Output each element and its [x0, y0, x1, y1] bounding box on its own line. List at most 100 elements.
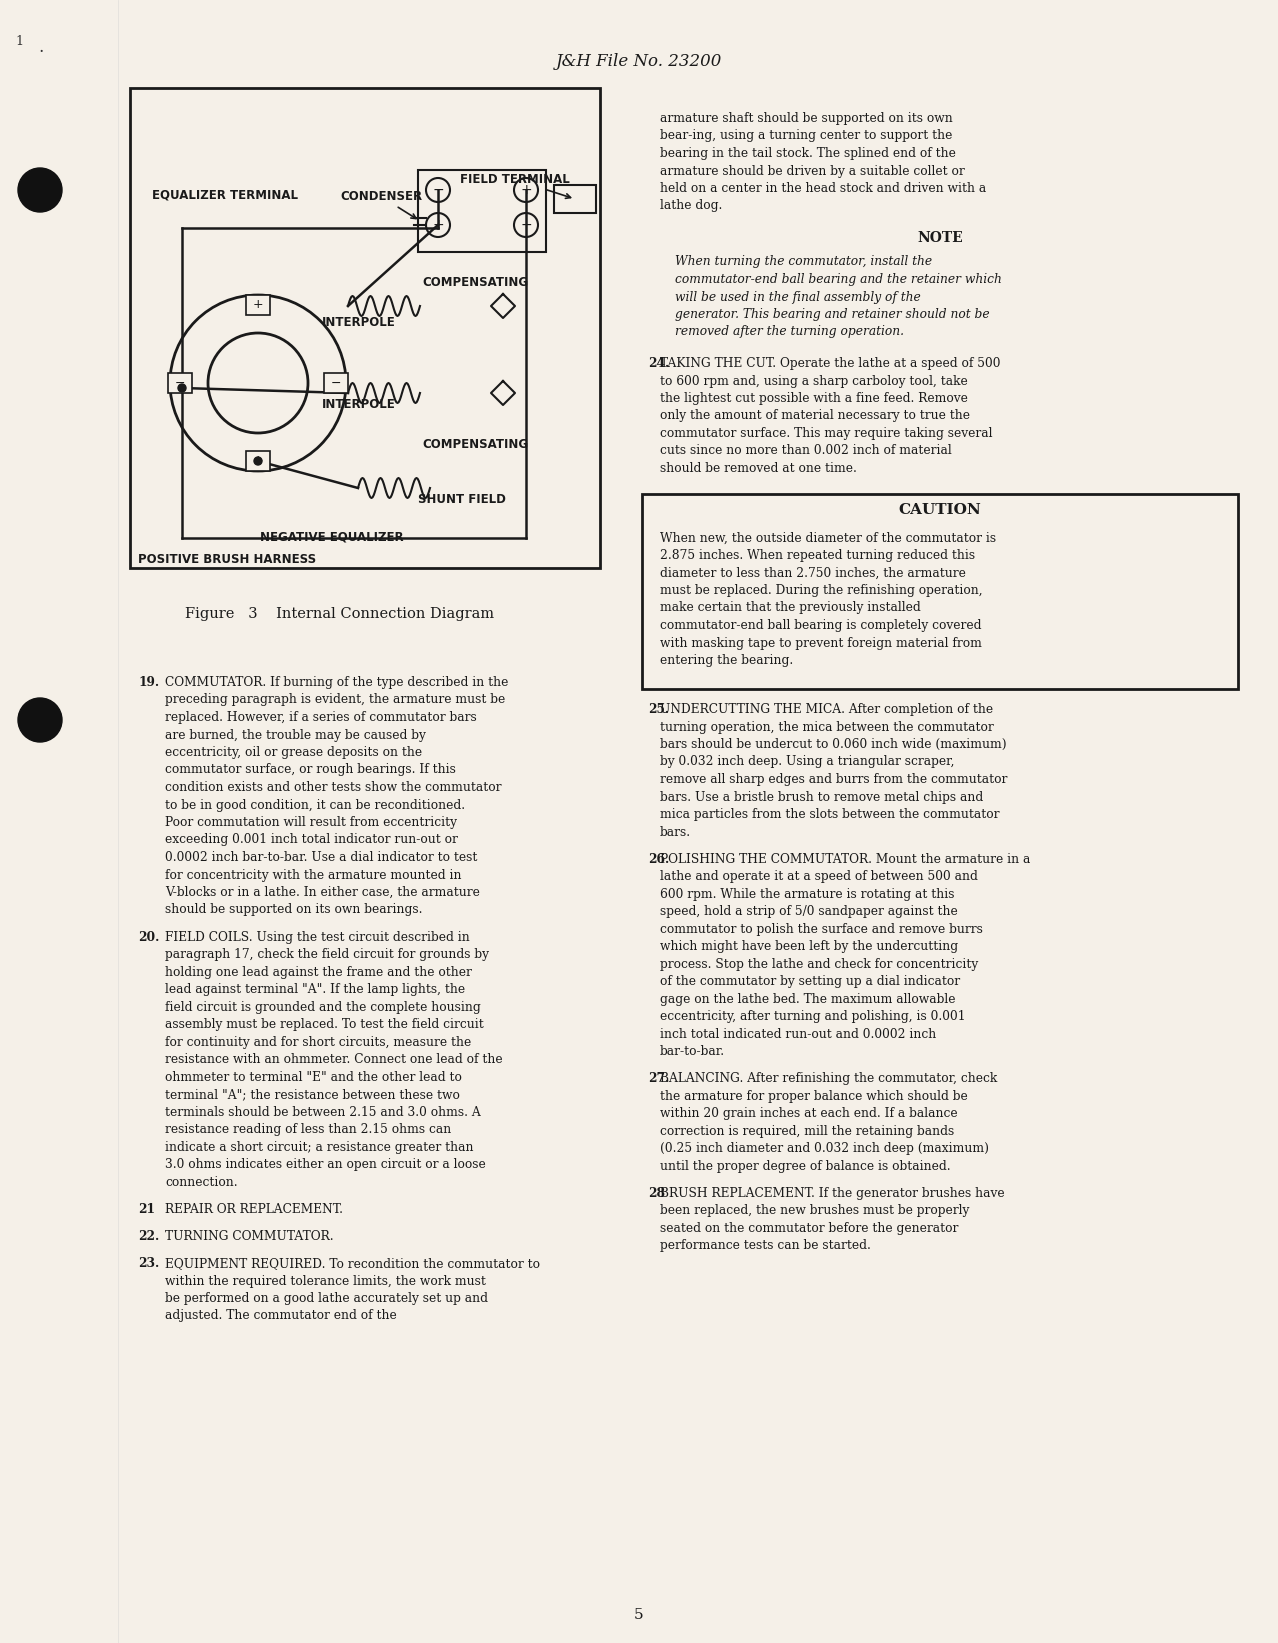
Text: FIELD TERMINAL: FIELD TERMINAL — [460, 173, 570, 199]
Text: inch total indicated run-out and 0.0002 inch: inch total indicated run-out and 0.0002 … — [659, 1027, 937, 1040]
Text: commutator surface, or rough bearings. If this: commutator surface, or rough bearings. I… — [165, 764, 456, 777]
Text: V-blocks or in a lathe. In either case, the armature: V-blocks or in a lathe. In either case, … — [165, 886, 479, 899]
Text: POLISHING THE COMMUTATOR. Mount the armature in a: POLISHING THE COMMUTATOR. Mount the arma… — [659, 853, 1030, 866]
Text: turning operation, the mica between the commutator: turning operation, the mica between the … — [659, 721, 994, 733]
Bar — [418, 169, 546, 251]
Text: .: . — [38, 39, 43, 56]
Text: bear-ing, using a turning center to support the: bear-ing, using a turning center to supp… — [659, 130, 952, 143]
Text: UNDERCUTTING THE MICA. After completion of the: UNDERCUTTING THE MICA. After completion … — [659, 703, 993, 716]
Text: TURNING COMMUTATOR.: TURNING COMMUTATOR. — [165, 1231, 334, 1242]
Text: cuts since no more than 0.002 inch of material: cuts since no more than 0.002 inch of ma… — [659, 445, 952, 457]
Text: with masking tape to prevent foreign material from: with masking tape to prevent foreign mat… — [659, 636, 982, 649]
Text: 27.: 27. — [648, 1073, 670, 1086]
Text: will be used in the final assembly of the: will be used in the final assembly of th… — [675, 291, 920, 304]
Text: connection.: connection. — [165, 1176, 238, 1188]
Text: until the proper degree of balance is obtained.: until the proper degree of balance is ob… — [659, 1160, 951, 1173]
Text: NOTE: NOTE — [918, 232, 962, 245]
Text: process. Stop the lathe and check for concentricity: process. Stop the lathe and check for co… — [659, 958, 978, 971]
Text: When new, the outside diameter of the commutator is: When new, the outside diameter of the co… — [659, 531, 996, 544]
Text: SHUNT FIELD: SHUNT FIELD — [418, 493, 506, 506]
Text: lathe dog.: lathe dog. — [659, 199, 722, 212]
Text: BALANCING. After refinishing the commutator, check: BALANCING. After refinishing the commuta… — [659, 1073, 997, 1086]
Text: replaced. However, if a series of commutator bars: replaced. However, if a series of commut… — [165, 711, 477, 725]
Circle shape — [18, 698, 63, 743]
Bar — [553, 186, 596, 214]
Text: eccentricity, after turning and polishing, is 0.001: eccentricity, after turning and polishin… — [659, 1010, 965, 1024]
Text: 5: 5 — [634, 1608, 644, 1622]
Text: COMMUTATOR. If burning of the type described in the: COMMUTATOR. If burning of the type descr… — [165, 675, 509, 688]
Text: 3.0 ohms indicates either an open circuit or a loose: 3.0 ohms indicates either an open circui… — [165, 1158, 486, 1171]
Text: paragraph 17, check the field circuit for grounds by: paragraph 17, check the field circuit fo… — [165, 948, 489, 961]
Text: 20.: 20. — [138, 930, 160, 943]
Text: the lightest cut possible with a fine feed. Remove: the lightest cut possible with a fine fe… — [659, 393, 967, 406]
Text: 25.: 25. — [648, 703, 670, 716]
Text: to 600 rpm and, using a sharp carboloy tool, take: to 600 rpm and, using a sharp carboloy t… — [659, 375, 967, 388]
Text: +: + — [253, 299, 263, 312]
Text: −: − — [432, 182, 443, 197]
Text: TAKING THE CUT. Operate the lathe at a speed of 500: TAKING THE CUT. Operate the lathe at a s… — [659, 357, 1001, 370]
Text: INTERPOLE: INTERPOLE — [322, 398, 396, 411]
Text: 23.: 23. — [138, 1257, 160, 1270]
Text: assembly must be replaced. To test the field circuit: assembly must be replaced. To test the f… — [165, 1019, 484, 1032]
Text: 24.: 24. — [648, 357, 670, 370]
Text: −: − — [520, 219, 532, 232]
Text: within 20 grain inches at each end. If a balance: within 20 grain inches at each end. If a… — [659, 1107, 957, 1121]
Text: 2.875 inches. When repeated turning reduced this: 2.875 inches. When repeated turning redu… — [659, 549, 975, 562]
Text: 22.: 22. — [138, 1231, 160, 1242]
Text: bearing in the tail stock. The splined end of the: bearing in the tail stock. The splined e… — [659, 146, 956, 159]
Text: COMPENSATING: COMPENSATING — [422, 439, 528, 450]
Text: (0.25 inch diameter and 0.032 inch deep (maximum): (0.25 inch diameter and 0.032 inch deep … — [659, 1142, 989, 1155]
Text: commutator-end ball bearing is completely covered: commutator-end ball bearing is completel… — [659, 619, 982, 633]
Text: eccentricity, oil or grease deposits on the: eccentricity, oil or grease deposits on … — [165, 746, 422, 759]
Text: the armature for proper balance which should be: the armature for proper balance which sh… — [659, 1089, 967, 1102]
Text: speed, hold a strip of 5/0 sandpaper against the: speed, hold a strip of 5/0 sandpaper aga… — [659, 905, 957, 918]
Bar — [130, 89, 599, 568]
Text: commutator-end ball bearing and the retainer which: commutator-end ball bearing and the reta… — [675, 273, 1002, 286]
Text: must be replaced. During the refinishing operation,: must be replaced. During the refinishing… — [659, 583, 983, 596]
Text: lead against terminal "A". If the lamp lights, the: lead against terminal "A". If the lamp l… — [165, 983, 465, 996]
Text: preceding paragraph is evident, the armature must be: preceding paragraph is evident, the arma… — [165, 693, 505, 706]
Text: gage on the lathe bed. The maximum allowable: gage on the lathe bed. The maximum allow… — [659, 992, 956, 1006]
Text: entering the bearing.: entering the bearing. — [659, 654, 794, 667]
Text: for continuity and for short circuits, measure the: for continuity and for short circuits, m… — [165, 1035, 472, 1048]
Text: for concentricity with the armature mounted in: for concentricity with the armature moun… — [165, 869, 461, 882]
Text: 1: 1 — [15, 35, 23, 48]
Text: generator. This bearing and retainer should not be: generator. This bearing and retainer sho… — [675, 307, 989, 320]
Text: mica particles from the slots between the commutator: mica particles from the slots between th… — [659, 808, 999, 822]
Circle shape — [178, 384, 187, 393]
Text: adjusted. The commutator end of the: adjusted. The commutator end of the — [165, 1309, 396, 1323]
Text: −: − — [331, 376, 341, 389]
Text: been replaced, the new brushes must be properly: been replaced, the new brushes must be p… — [659, 1204, 970, 1217]
Bar — [325, 373, 348, 393]
Text: +: + — [253, 455, 263, 468]
Text: armature shaft should be supported on its own: armature shaft should be supported on it… — [659, 112, 953, 125]
Text: terminals should be between 2.15 and 3.0 ohms. A: terminals should be between 2.15 and 3.0… — [165, 1106, 481, 1119]
Text: commutator to polish the surface and remove burrs: commutator to polish the surface and rem… — [659, 923, 983, 935]
Text: +: + — [432, 219, 443, 232]
Text: 28: 28 — [648, 1186, 665, 1199]
Text: lathe and operate it at a speed of between 500 and: lathe and operate it at a speed of betwe… — [659, 871, 978, 884]
Text: NEGATIVE EQUALIZER: NEGATIVE EQUALIZER — [259, 531, 404, 542]
Bar — [245, 296, 270, 315]
Text: bar-to-bar.: bar-to-bar. — [659, 1045, 725, 1058]
Bar — [642, 493, 1238, 688]
Text: holding one lead against the frame and the other: holding one lead against the frame and t… — [165, 966, 472, 979]
Text: 26.: 26. — [648, 853, 670, 866]
Circle shape — [254, 457, 262, 465]
Text: terminal "A"; the resistance between these two: terminal "A"; the resistance between the… — [165, 1088, 460, 1101]
Text: Figure   3    Internal Connection Diagram: Figure 3 Internal Connection Diagram — [185, 606, 495, 621]
Text: POSITIVE BRUSH HARNESS: POSITIVE BRUSH HARNESS — [138, 554, 316, 565]
Text: of the commutator by setting up a dial indicator: of the commutator by setting up a dial i… — [659, 976, 960, 987]
Text: within the required tolerance limits, the work must: within the required tolerance limits, th… — [165, 1275, 486, 1288]
Text: should be removed at one time.: should be removed at one time. — [659, 462, 856, 475]
Text: resistance with an ohmmeter. Connect one lead of the: resistance with an ohmmeter. Connect one… — [165, 1053, 502, 1066]
Text: commutator surface. This may require taking several: commutator surface. This may require tak… — [659, 427, 993, 440]
Text: should be supported on its own bearings.: should be supported on its own bearings. — [165, 904, 423, 917]
Text: REPAIR OR REPLACEMENT.: REPAIR OR REPLACEMENT. — [165, 1203, 343, 1216]
Bar — [245, 450, 270, 472]
Text: performance tests can be started.: performance tests can be started. — [659, 1239, 870, 1252]
Text: EQUALIZER TERMINAL: EQUALIZER TERMINAL — [152, 187, 298, 200]
Text: which might have been left by the undercutting: which might have been left by the underc… — [659, 940, 958, 953]
Text: ohmmeter to terminal "E" and the other lead to: ohmmeter to terminal "E" and the other l… — [165, 1071, 461, 1084]
Text: make certain that the previously installed: make certain that the previously install… — [659, 601, 920, 614]
